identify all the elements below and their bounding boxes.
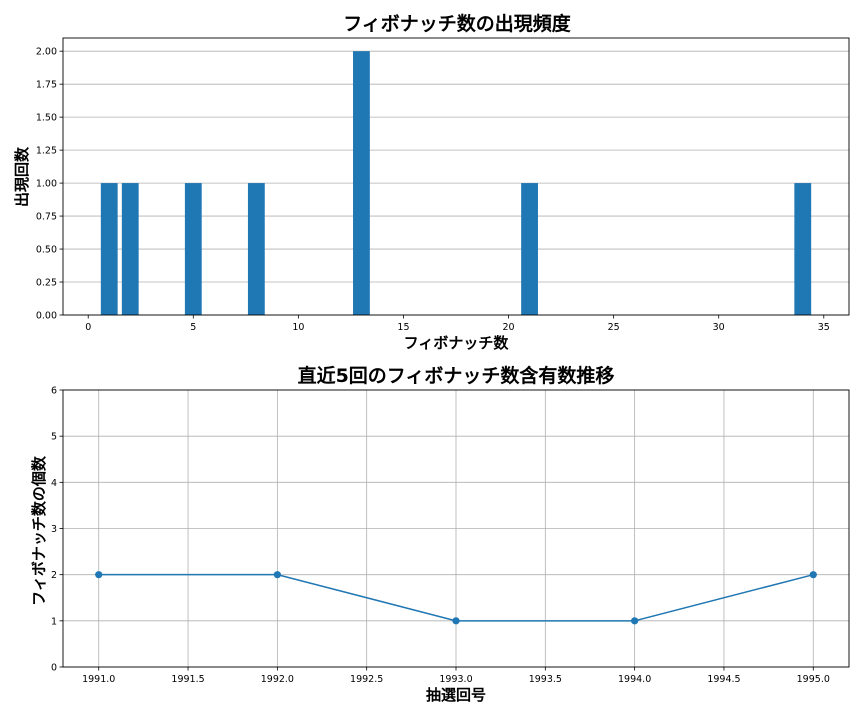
x-tick-label: 1994.0 xyxy=(618,674,651,685)
y-tick-label: 1.00 xyxy=(36,179,57,190)
x-tick-label: 10 xyxy=(292,322,304,333)
y-tick-label: 0.50 xyxy=(36,245,57,256)
y-tick-label: 3 xyxy=(51,524,57,535)
x-tick-label: 1991.5 xyxy=(171,674,204,685)
x-tick-label: 35 xyxy=(818,322,830,333)
y-tick-label: 2.00 xyxy=(36,47,57,58)
grid-lines xyxy=(63,389,849,668)
bar xyxy=(184,183,202,315)
x-tick-label: 1994.5 xyxy=(707,674,740,685)
x-tick-label: 1992.5 xyxy=(350,674,383,685)
y-tick-label: 6 xyxy=(51,386,57,397)
x-tick-label: 20 xyxy=(502,322,514,333)
bar xyxy=(353,51,370,315)
x-tick-label: 25 xyxy=(608,322,620,333)
bar-chart: フィボナッチ数の出現頻度 0 5 10 15 20 25 30 35 0.00 0.25 0.50… xyxy=(13,12,850,352)
x-tick-label: 1993.5 xyxy=(529,674,562,685)
grid-lines xyxy=(63,50,849,316)
plot-area xyxy=(62,37,850,316)
x-tick-label: 1992.0 xyxy=(261,674,294,685)
bar xyxy=(794,183,812,315)
bar xyxy=(521,183,538,315)
y-axis-ticks: 0 1 2 3 4 5 6 xyxy=(51,386,63,674)
line-chart: 直近5回のフィボナッチ数含有数推移 1991.0 1991.5 1992.0 1992… xyxy=(30,364,850,704)
y-axis-label: 出現回数 xyxy=(13,146,31,207)
y-tick-label: 1.75 xyxy=(36,80,57,91)
chart-title: 直近5回のフィボナッチ数含有数推移 xyxy=(298,364,615,387)
y-tick-label: 4 xyxy=(51,478,57,489)
y-tick-label: 2 xyxy=(51,570,57,581)
x-axis-label: フィボナッチ数 xyxy=(404,334,510,352)
y-tick-label: 0.75 xyxy=(36,212,57,223)
x-tick-label: 5 xyxy=(190,322,196,333)
x-axis-ticks: 0 5 10 15 20 25 30 35 xyxy=(85,315,830,333)
y-axis-label: フィボナッチ数の個数 xyxy=(30,455,48,606)
y-tick-label: 1 xyxy=(51,616,57,627)
bar xyxy=(247,183,265,315)
data-point xyxy=(452,617,460,625)
y-tick-label: 1.50 xyxy=(36,113,57,124)
data-points xyxy=(95,571,817,625)
x-tick-label: 1995.0 xyxy=(797,674,830,685)
x-tick-label: 15 xyxy=(397,322,409,333)
x-axis-label: 抽選回号 xyxy=(426,686,486,704)
bars xyxy=(100,51,812,315)
x-tick-label: 0 xyxy=(85,322,91,333)
y-tick-label: 0.25 xyxy=(36,278,57,289)
data-point xyxy=(809,571,817,579)
y-tick-label: 0.00 xyxy=(36,311,57,322)
bar xyxy=(100,183,118,315)
y-tick-label: 1.25 xyxy=(36,146,57,157)
y-tick-label: 5 xyxy=(51,432,57,443)
chart-title: フィボナッチ数の出現頻度 xyxy=(343,12,572,35)
data-point xyxy=(631,617,639,625)
y-axis-ticks: 0.00 0.25 0.50 0.75 1.00 1.25 1.50 1.75 2.00 xyxy=(36,47,63,322)
x-tick-label: 1993.0 xyxy=(439,674,472,685)
y-tick-label: 0 xyxy=(51,663,57,674)
x-tick-label: 1991.0 xyxy=(82,674,115,685)
x-tick-label: 30 xyxy=(713,322,725,333)
data-point xyxy=(95,571,103,579)
x-axis-ticks: 1991.0 1991.5 1992.0 1992.5 1993.0 1993.5 1994… xyxy=(82,667,830,685)
data-point xyxy=(273,571,281,579)
bar xyxy=(121,183,139,315)
